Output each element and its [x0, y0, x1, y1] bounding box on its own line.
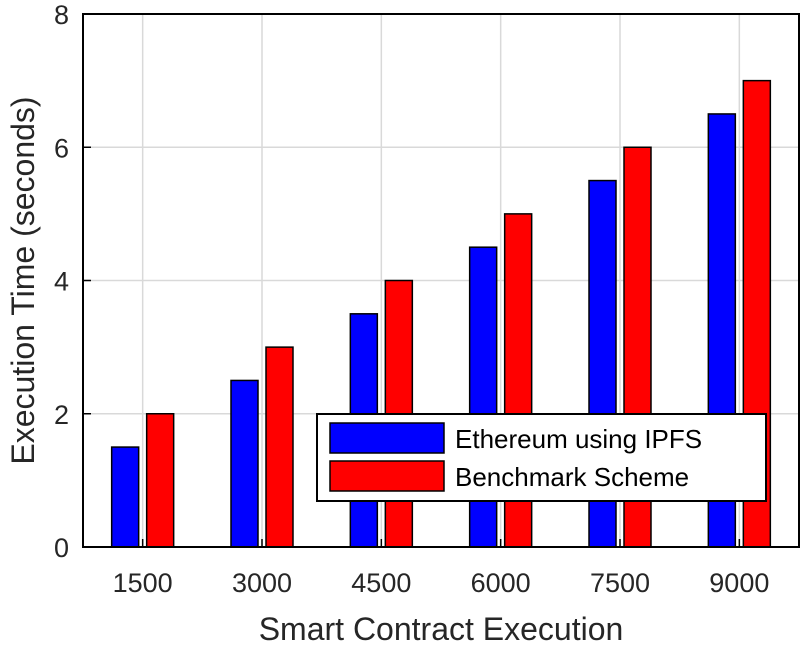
x-tick-label: 3000 [232, 568, 292, 598]
bar-ethereum-ipfs-1500 [110, 446, 140, 548]
legend-label-ethereum-ipfs: Ethereum using IPFS [455, 424, 702, 454]
y-tick-label: 0 [54, 533, 69, 563]
x-tick-label: 1500 [113, 568, 173, 598]
y-axis-title: Execution Time (seconds) [5, 96, 41, 464]
bar-ethereum-ipfs-6000 [468, 246, 498, 548]
y-tick-label: 8 [54, 0, 69, 30]
y-tick-label: 6 [54, 133, 69, 163]
x-axis-title: Smart Contract Execution [259, 611, 624, 647]
legend-swatch-benchmark [329, 460, 445, 492]
x-tick-label: 4500 [351, 568, 411, 598]
y-tick-label: 4 [54, 267, 69, 297]
bar-ethereum-ipfs-3000 [230, 379, 259, 548]
bar-benchmark-1500 [145, 413, 175, 548]
x-tick-label: 6000 [471, 568, 531, 598]
y-tick-label: 2 [54, 400, 69, 430]
tick-labels: 0 2 4 6 8 1500 3000 4500 6000 7500 9000 [54, 0, 769, 598]
bar-benchmark-3000 [265, 346, 294, 548]
legend-swatch-ethereum-ipfs [329, 422, 445, 454]
x-tick-label: 9000 [709, 568, 769, 598]
legend: Ethereum using IPFS Benchmark Scheme [316, 413, 767, 502]
x-tick-label: 7500 [590, 568, 650, 598]
grid-lines [83, 14, 799, 547]
legend-label-benchmark: Benchmark Scheme [455, 462, 689, 492]
